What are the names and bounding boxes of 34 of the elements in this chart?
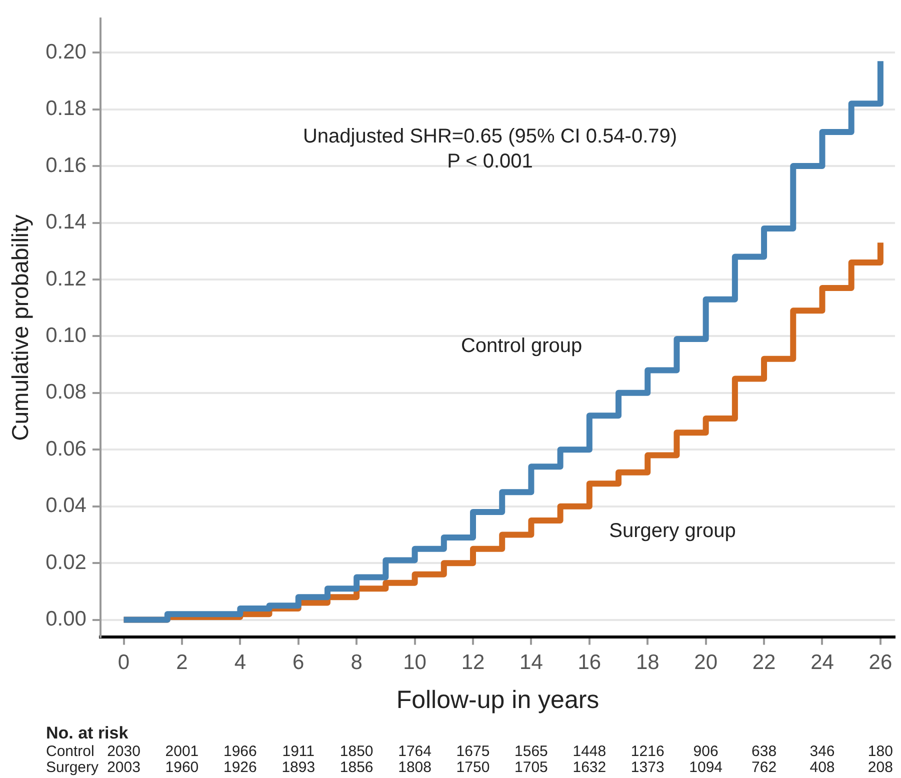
x-tick-label: 6 xyxy=(292,651,304,674)
y-tick-label: 0.12 xyxy=(46,267,86,290)
x-tick-label: 12 xyxy=(461,651,485,674)
text: No. at risk xyxy=(46,724,129,743)
x-tick-label: 16 xyxy=(578,651,602,674)
x-tick-label: 4 xyxy=(234,651,246,674)
y-tick-label: 0.04 xyxy=(46,494,87,518)
text: Surgery 2003 1960 1926 1893 1856 1808 1750 1705 1632 1373 1094 762 408 208 xyxy=(46,759,893,776)
series-label: Surgery group xyxy=(609,520,736,542)
y-tick-label: 0.08 xyxy=(46,380,86,404)
y-tick-label: 0.14 xyxy=(46,210,87,234)
y-axis-title: Cumulative probability xyxy=(7,214,34,441)
x-tick-label: 14 xyxy=(520,651,544,674)
x-tick-label: 10 xyxy=(403,651,426,674)
y-tick-label: 0.00 xyxy=(46,608,86,631)
text: Control group xyxy=(460,334,582,357)
annotation: P < 0.001 xyxy=(447,150,533,173)
y-tick-label: 0.16 xyxy=(46,154,86,177)
annotation: Unadjusted SHR=0.65 (95% CI 0.54-0.79) xyxy=(302,126,678,148)
x-tick-label: 18 xyxy=(636,651,660,674)
x-tick-label: 20 xyxy=(694,651,718,674)
x-axis-title: Follow-up in years xyxy=(396,686,600,714)
x-tick-label: 22 xyxy=(752,651,776,674)
text: Control 2030 2001 1966 1911 1850 1764 1675 1565 1448 1216 906 638 346 180 xyxy=(46,743,893,760)
x-tick-label: 26 xyxy=(868,651,892,674)
x-tick-label: 24 xyxy=(810,651,834,674)
x-tick-label: 0 xyxy=(118,651,130,674)
x-tick-label: 2 xyxy=(176,651,188,674)
y-tick-label: 0.10 xyxy=(46,324,86,348)
y-tick-label: 0.06 xyxy=(46,437,86,460)
x-tick-label: 8 xyxy=(350,651,362,674)
y-tick-label: 0.20 xyxy=(46,40,86,64)
y-tick-label: 0.02 xyxy=(46,550,86,574)
y-tick-label: 0.18 xyxy=(46,97,86,120)
